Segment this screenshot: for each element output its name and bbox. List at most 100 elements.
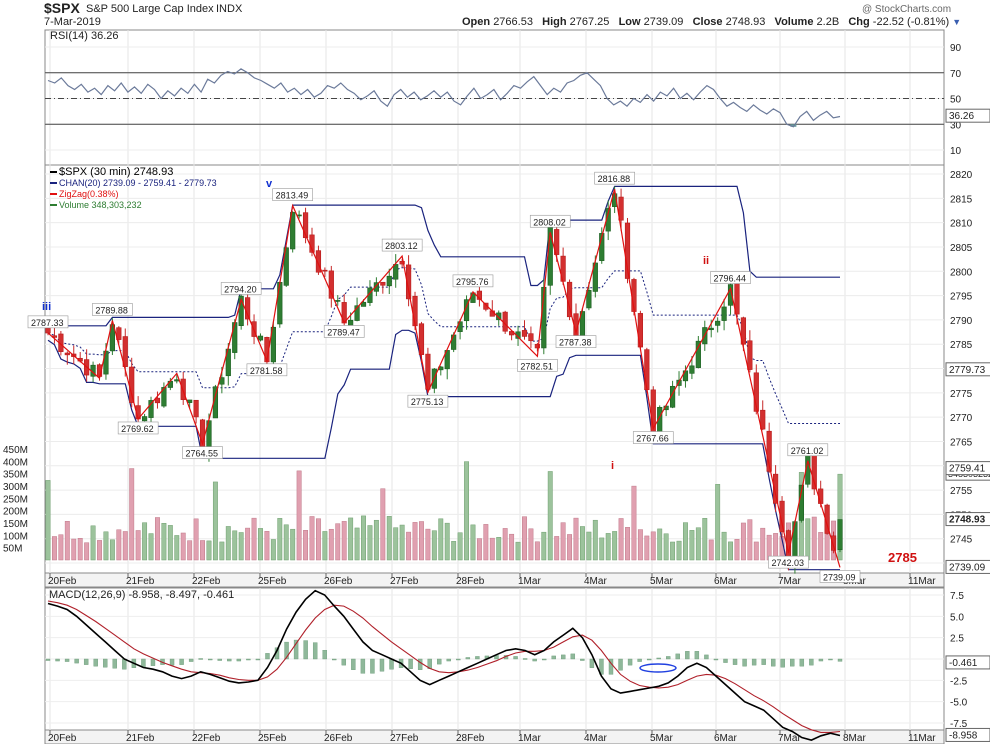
macd-histogram-bar [293, 639, 299, 660]
pivot-label: 2795.76 [452, 274, 494, 288]
wave-label: v [266, 178, 273, 190]
pivot-label-text: 2794.20 [224, 284, 257, 294]
candle-body [335, 300, 341, 302]
date-tick-label: 26Feb [324, 733, 353, 744]
volume-bar [335, 523, 341, 561]
macd-histogram-bar [646, 658, 652, 661]
volume-bar [380, 488, 386, 561]
macd-tick-label: 7.5 [950, 591, 964, 602]
volume-bar [541, 531, 547, 561]
volume-bar [592, 519, 598, 561]
volume-bar [406, 531, 412, 561]
macd-histogram-bar [570, 653, 576, 660]
rsi-value-tag [945, 108, 990, 123]
macd-histogram-bar [188, 658, 194, 662]
volume-bar [84, 542, 90, 561]
quote-value: -22.52 (-0.81%) [872, 16, 950, 28]
volume-bar [393, 527, 399, 561]
rsi-line [47, 68, 841, 128]
candle-body [122, 336, 128, 367]
price-tick-label: 2820 [950, 170, 973, 181]
quote-label: Close [692, 16, 723, 28]
macd-histogram-bar [351, 658, 356, 670]
volume-bar [161, 523, 167, 561]
macd-histogram-bar [465, 657, 471, 660]
rsi-tick-label: 70 [950, 69, 962, 80]
date-tick-label: 1Mar [518, 576, 541, 587]
volume-bar [740, 522, 746, 561]
volume-bar [180, 532, 186, 561]
volume-bar [618, 518, 624, 561]
volume-bar [470, 524, 476, 561]
macd-histogram-bar [685, 651, 690, 660]
volume-bar [683, 522, 688, 561]
price-tick-label: 2800 [950, 267, 973, 278]
pivot-label: 2764.55 [182, 446, 223, 459]
macd-histogram-bar [169, 658, 175, 666]
exchange-label: INDX [216, 3, 243, 15]
macd-histogram-bar [332, 658, 337, 661]
volume-bar [760, 527, 766, 561]
volume-bar [695, 527, 701, 561]
dropdown-arrow-icon[interactable]: ▼ [952, 17, 962, 27]
volume-bar [818, 532, 824, 561]
candle-body [290, 212, 296, 250]
macd-histogram-bar [417, 658, 423, 670]
chart-header: $SPX S&P 500 Large Cap Index INDX 7-Mar-… [0, 0, 990, 30]
rsi-tick-label: 50 [950, 95, 962, 106]
date-tick-label: 20Feb [48, 576, 77, 587]
pivot-label-text: 2787.38 [559, 338, 592, 348]
volume-bar [567, 534, 573, 561]
candle-body [386, 275, 392, 287]
macd-histogram-bar [255, 658, 261, 661]
volume-bar [637, 529, 643, 561]
candle-body [624, 222, 631, 279]
candle-body [747, 340, 753, 370]
volume-bar [296, 470, 302, 561]
price-value-tag-text: 2748.93 [949, 515, 986, 526]
volume-bar [251, 517, 257, 561]
macd-histogram-bar [589, 658, 595, 668]
pivot-label: 2796.44 [710, 271, 751, 284]
candle-body [129, 366, 135, 403]
date-tick-label: 5Mar [650, 576, 673, 587]
volume-bar [290, 528, 296, 561]
macd-histogram-bar [541, 658, 547, 661]
volume-bar [245, 527, 251, 561]
pivot-label-box [323, 325, 365, 338]
date-tick-label: 7Mar [778, 733, 801, 744]
volume-bar [109, 539, 115, 561]
pivot-label-box [246, 363, 288, 377]
macd-histogram-bar [618, 658, 623, 671]
volume-bar [315, 518, 321, 561]
pivot-label-text: 2739.09 [823, 572, 856, 582]
pivot-label-text: 2808.02 [533, 217, 566, 227]
candle-body [277, 282, 283, 325]
volume-bar [322, 531, 328, 561]
volume-bar [90, 525, 96, 561]
macd-histogram-bar [771, 658, 776, 667]
macd-tick-label: -5.0 [950, 698, 968, 709]
volume-bar [560, 522, 566, 561]
pivot-label: 2781.58 [246, 363, 288, 377]
candle-body [161, 387, 167, 407]
volume-bar [605, 533, 611, 561]
macd-histogram-bar [675, 653, 680, 660]
macd-histogram-bar [837, 658, 843, 662]
pivot-label-text: 2789.47 [327, 327, 360, 337]
quote-label: Chg [848, 16, 870, 28]
candle-body [148, 400, 154, 418]
volume-bar [212, 481, 218, 561]
volume-bar [122, 531, 128, 561]
candle-body [373, 282, 379, 292]
volume-bar [155, 517, 160, 561]
volume-bar [71, 538, 77, 561]
volume-bar [328, 528, 334, 561]
pivot-label-text: 2767.66 [636, 434, 669, 444]
date-tick-label: 4Mar [584, 576, 607, 587]
volume-bar [431, 530, 437, 561]
candle-body [721, 306, 727, 321]
macd-histogram-bar [122, 658, 127, 670]
volume-tick-label: 400M [3, 457, 28, 468]
pivot-label: 2803.12 [381, 238, 423, 252]
